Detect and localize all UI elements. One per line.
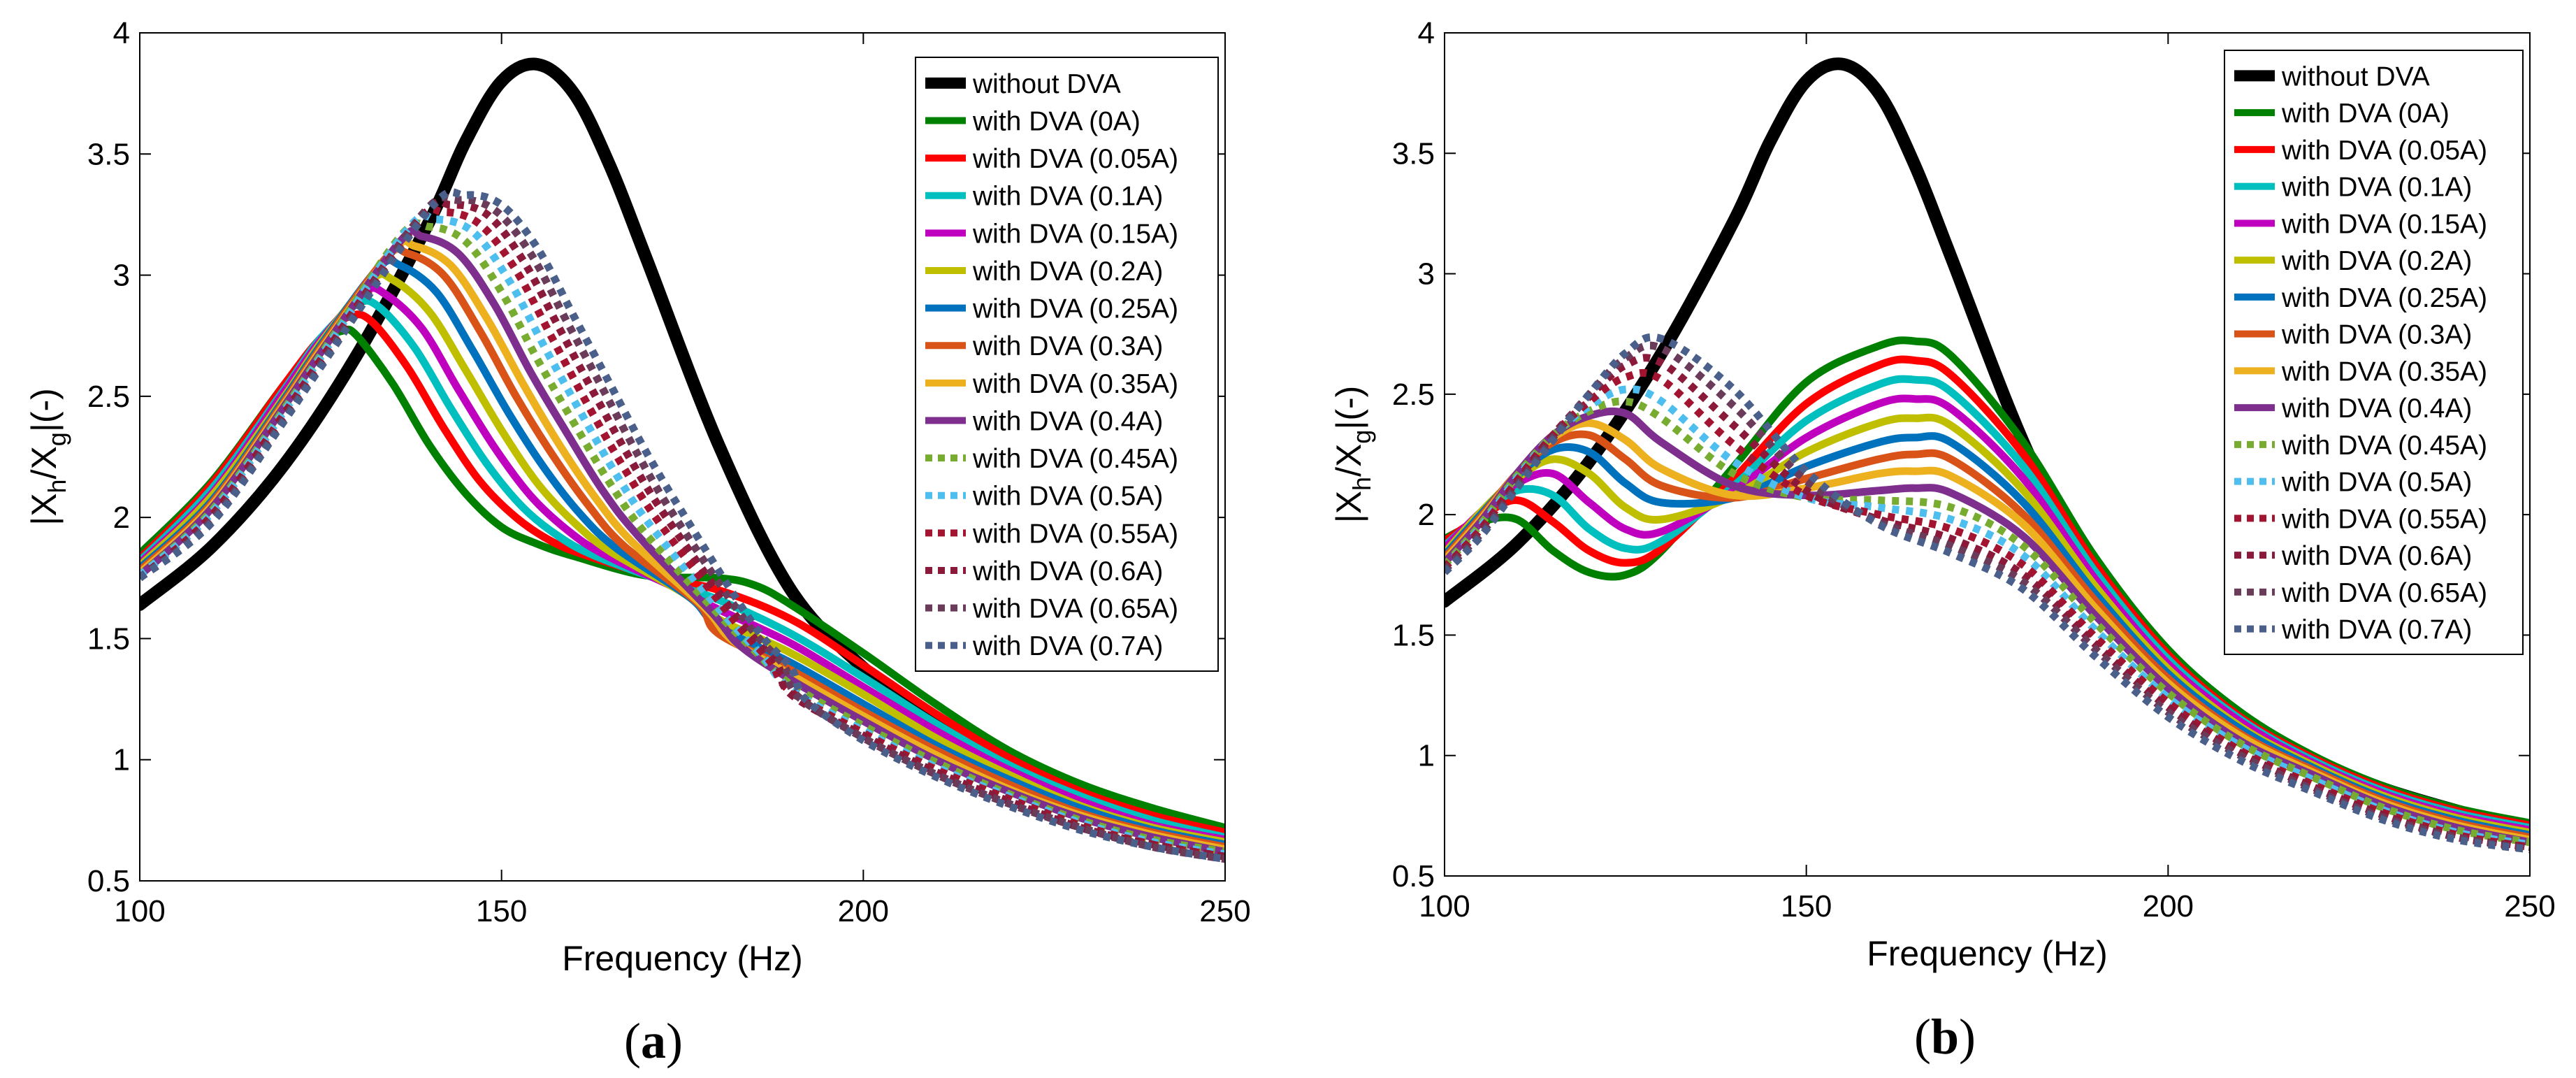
legend-entry: with DVA (0.2A) — [972, 257, 1163, 287]
series-line-11 — [140, 211, 1225, 858]
legend-entry: with DVA (0.1A) — [972, 182, 1163, 212]
y-tick-label: 1 — [1418, 739, 1435, 773]
legend-entry: with DVA (0.7A) — [2281, 615, 2472, 645]
legend-entry: without DVA — [2281, 62, 2430, 92]
y-tick-label: 2 — [1418, 498, 1435, 532]
legend-box — [915, 57, 1219, 672]
legend-entry: with DVA (0.35A) — [972, 369, 1178, 399]
legend-entry: with DVA (0.6A) — [2281, 541, 2472, 571]
legend-entry: with DVA (0.5A) — [2281, 468, 2472, 498]
x-axis-label: Frequency (Hz) — [562, 939, 803, 978]
legend: without DVA with DVA (0A) with DVA (0.05A)… — [2224, 50, 2524, 655]
legend-entry: with DVA (0.15A) — [2281, 209, 2487, 239]
legend-entry: with DVA (0A) — [2281, 99, 2450, 129]
legend-entry: with DVA (0.55A) — [972, 519, 1178, 549]
x-tick-label: 250 — [2504, 889, 2555, 924]
x-tick-label: 100 — [114, 894, 165, 928]
x-tick-label: 250 — [1199, 894, 1250, 928]
legend-entry: with DVA (0.2A) — [2281, 246, 2472, 276]
y-tick-label: 3.5 — [1392, 136, 1435, 171]
x-tick-label: 150 — [1781, 889, 1832, 924]
legend-entry: with DVA (0.25A) — [2281, 283, 2487, 313]
legend-entry: with DVA (0.4A) — [972, 406, 1163, 436]
y-tick-label: 2.5 — [1392, 378, 1435, 412]
y-tick-label: 3.5 — [87, 137, 130, 171]
y-tick-label: 3 — [1418, 257, 1435, 292]
legend-entry: with DVA (0.4A) — [2281, 394, 2472, 424]
axes-box — [139, 32, 1226, 882]
legend-entry: with DVA (0.65A) — [2281, 578, 2487, 608]
series-line-11 — [1445, 385, 2530, 849]
y-tick-label: 2.5 — [87, 380, 130, 414]
y-axis-label: |Xh/Xg|(-) — [24, 388, 71, 526]
y-tick-label: 4 — [113, 16, 130, 50]
x-tick-label: 200 — [838, 894, 889, 928]
x-tick-label: 200 — [2143, 889, 2194, 924]
legend-entry: without DVA — [972, 69, 1121, 99]
legend-entry: with DVA (0.1A) — [2281, 173, 2472, 203]
legend-entry: with DVA (0A) — [972, 106, 1141, 136]
legend-entry: with DVA (0.05A) — [2281, 136, 2487, 166]
legend-entry: with DVA (0.7A) — [972, 631, 1163, 661]
legend-entry: with DVA (0.55A) — [2281, 504, 2487, 534]
panel-label: (a) — [624, 1013, 683, 1069]
legend-entry: with DVA (0.3A) — [972, 331, 1163, 361]
legend-entry: with DVA (0.05A) — [972, 144, 1178, 174]
y-tick-label: 1.5 — [1392, 618, 1435, 652]
legend-entry: with DVA (0.65A) — [972, 594, 1178, 624]
series-line-9 — [140, 227, 1225, 856]
legend-entry: with DVA (0.45A) — [2281, 431, 2487, 461]
panel-label: (b) — [1914, 1009, 1976, 1065]
legend-entry: with DVA (0.6A) — [972, 556, 1163, 587]
x-tick-label: 100 — [1419, 889, 1470, 924]
y-tick-label: 3 — [113, 259, 130, 293]
series-line-9 — [1445, 407, 2530, 847]
y-tick-label: 2 — [113, 501, 130, 535]
legend-entry: with DVA (0.45A) — [972, 444, 1178, 474]
y-tick-label: 0.5 — [1392, 859, 1435, 893]
x-tick-label: 150 — [476, 894, 527, 928]
legend-entry: with DVA (0.15A) — [972, 219, 1178, 249]
y-axis-label: |Xh/Xg|(-) — [1329, 386, 1376, 524]
legend: without DVA with DVA (0A) with DVA (0.05A)… — [915, 57, 1219, 672]
y-tick-label: 1 — [113, 743, 130, 777]
legend-entry: with DVA (0.5A) — [972, 482, 1163, 512]
y-tick-label: 4 — [1418, 16, 1435, 50]
y-tick-label: 1.5 — [87, 621, 130, 656]
chart-panel-b: 100 150 200 250 0.5 1 1.5 2 2.5 3 3.5 4 Frequency (H… — [1329, 16, 2556, 1065]
series-line-15 — [1445, 333, 2530, 854]
series-group — [1445, 57, 2530, 854]
legend-entry: with DVA (0.3A) — [2281, 320, 2472, 350]
series-group — [140, 57, 1225, 863]
axes-box — [1444, 32, 2531, 877]
legend-entry: with DVA (0.25A) — [972, 294, 1178, 324]
y-tick-label: 0.5 — [87, 864, 130, 898]
series-line-15 — [140, 188, 1225, 863]
chart-panel-a: 100 150 200 250 0.5 1 1.5 2 2.5 3 3.5 4 Frequency (H… — [24, 16, 1251, 1069]
x-axis-label: Frequency (Hz) — [1867, 934, 2108, 973]
legend-entry: with DVA (0.35A) — [2281, 357, 2487, 387]
